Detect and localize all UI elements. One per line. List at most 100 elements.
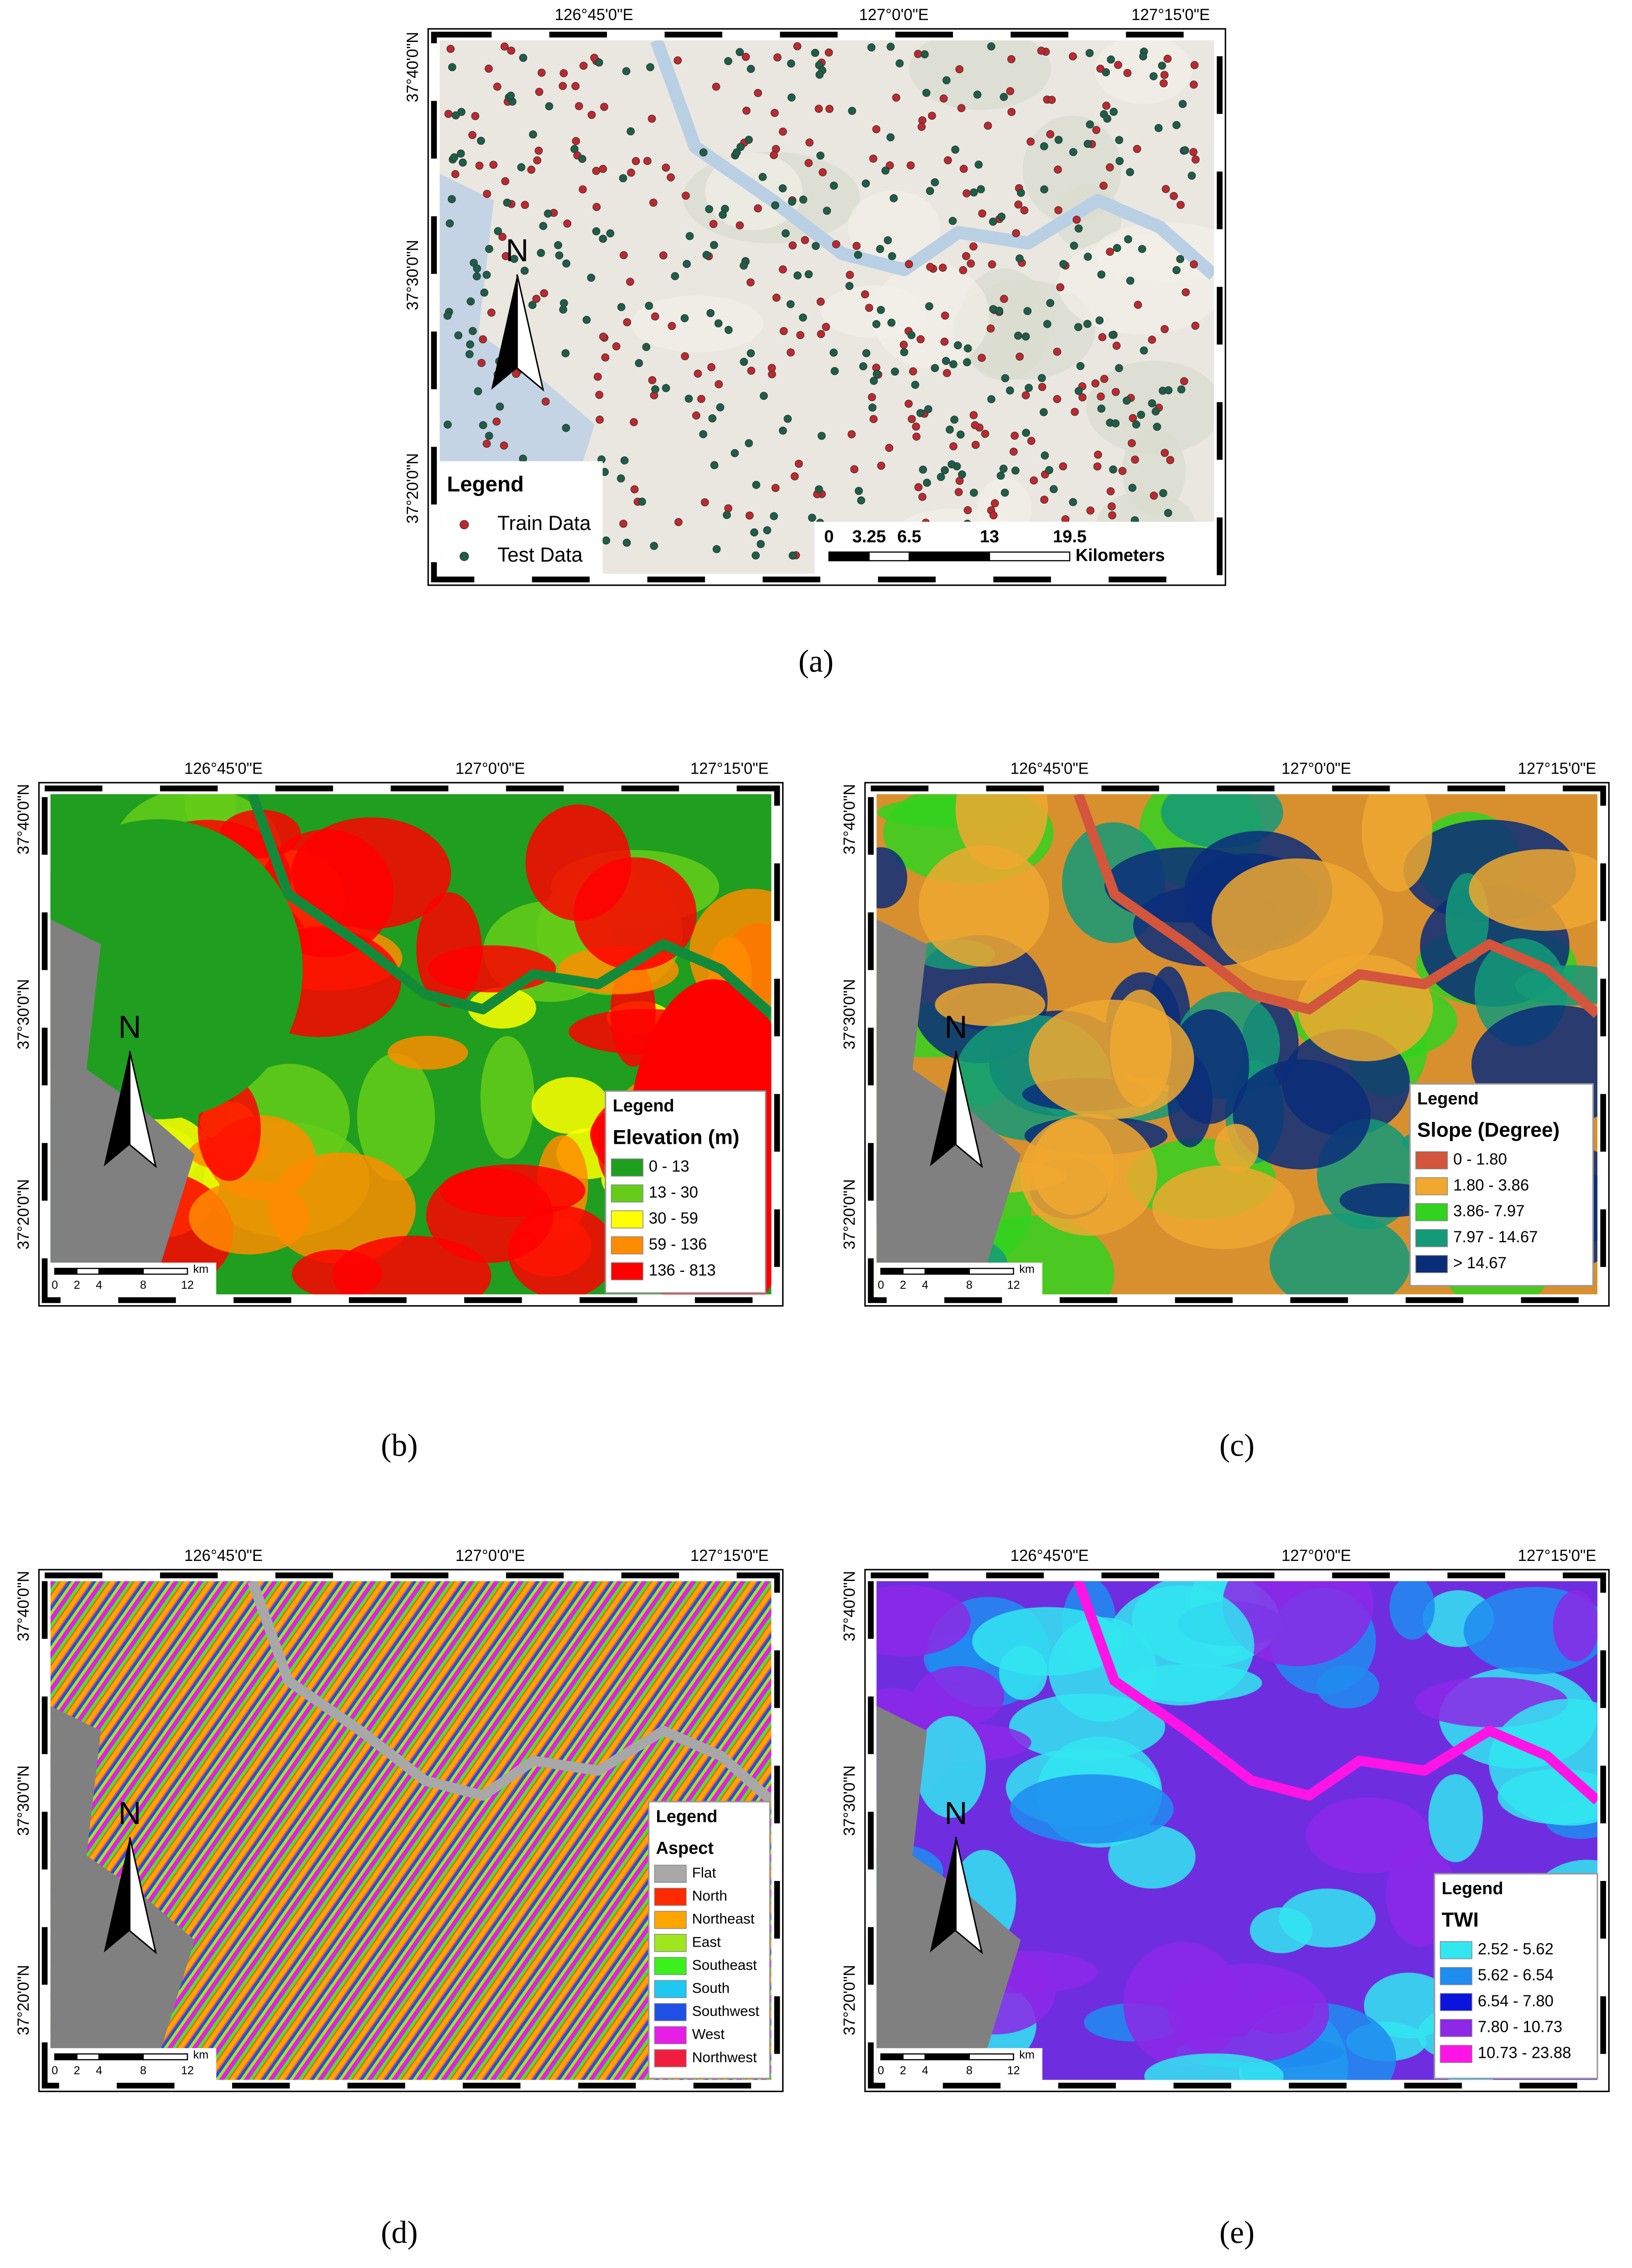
sample-point — [731, 449, 739, 457]
sample-point — [694, 369, 702, 378]
sample-point — [484, 64, 493, 73]
legend-item: 13 - 30 — [649, 1184, 698, 1201]
sample-point — [1069, 498, 1078, 506]
sample-point — [451, 170, 460, 178]
sample-point — [1021, 332, 1030, 341]
sample-point — [532, 294, 541, 303]
sample-point — [1100, 375, 1109, 383]
scale-label: 0 — [52, 1279, 58, 1292]
legend-title: Legend — [1442, 1879, 1503, 1898]
sample-point — [940, 337, 949, 346]
sample-point — [801, 236, 809, 244]
sample-point — [772, 294, 781, 302]
sample-point — [745, 135, 753, 144]
sample-point — [594, 372, 602, 381]
sample-point — [881, 166, 890, 175]
sample-point — [829, 348, 838, 357]
sample-point — [905, 260, 913, 269]
legend-item: Northeast — [692, 1911, 755, 1927]
graticule-border — [41, 1572, 780, 2089]
terrain-patch — [909, 40, 1051, 110]
legend-item: Train Data — [497, 512, 591, 535]
sample-point — [719, 211, 727, 219]
sample-point — [587, 111, 596, 119]
sample-point — [590, 53, 599, 62]
sample-point — [815, 485, 823, 494]
sample-point — [620, 456, 629, 465]
sample-point — [886, 42, 895, 51]
sample-point — [825, 105, 834, 113]
sample-point — [938, 263, 947, 272]
sample-point — [857, 496, 865, 505]
sample-point — [746, 349, 755, 357]
sample-point — [1040, 408, 1048, 416]
sample-point — [1108, 511, 1116, 520]
sample-point — [612, 342, 621, 351]
sample-point — [578, 155, 586, 163]
legend-item: 7.97 - 14.67 — [1453, 1229, 1538, 1246]
sample-point — [1070, 242, 1078, 250]
sample-point — [771, 108, 779, 117]
sample-point — [527, 165, 535, 174]
sample-point — [955, 65, 964, 73]
sample-point — [771, 484, 780, 492]
sample-point — [948, 460, 956, 469]
sample-point — [707, 363, 715, 372]
sample-point — [832, 240, 840, 248]
sample-point — [1000, 488, 1009, 497]
sample-point — [1046, 130, 1055, 139]
sample-point — [984, 121, 992, 130]
sample-point — [599, 165, 607, 173]
latitude-label: 37°20'0"N — [15, 1179, 32, 1250]
river — [650, 40, 1214, 280]
sample-point — [528, 301, 537, 309]
scale-segment — [969, 2053, 1014, 2061]
sample-point — [900, 348, 908, 356]
sample-point — [1012, 229, 1021, 238]
legend-swatch — [654, 2049, 687, 2067]
sample-point — [1000, 93, 1008, 101]
sample-point — [724, 325, 733, 334]
sample-point — [638, 497, 646, 506]
scale-label: 12 — [181, 1279, 194, 1292]
sample-point — [617, 474, 625, 483]
sample-point — [1158, 62, 1166, 70]
scale-segment — [880, 1268, 904, 1275]
longitude-label: 127°15'0"E — [690, 1547, 769, 1565]
legend-swatch — [1440, 1967, 1472, 1985]
sample-point — [1178, 100, 1187, 108]
sample-point — [472, 272, 481, 281]
legend-swatch — [654, 1980, 687, 1998]
sample-point — [931, 364, 939, 372]
scale-label: 8 — [966, 2064, 973, 2077]
scale-segment — [924, 2053, 970, 2061]
sample-point — [1045, 466, 1053, 475]
sample-point — [1164, 509, 1172, 517]
sample-point — [885, 444, 893, 452]
sample-point — [674, 518, 683, 527]
sample-point — [1190, 61, 1199, 69]
sample-point — [1106, 248, 1114, 256]
sample-point — [1085, 49, 1094, 57]
sample-point — [501, 177, 509, 186]
legend-swatch — [1440, 1993, 1472, 2011]
sample-point — [1107, 55, 1115, 64]
sample-point — [736, 221, 744, 230]
sample-point — [787, 348, 795, 356]
sample-point — [480, 289, 488, 297]
sample-point — [919, 465, 927, 474]
sample-point — [771, 201, 779, 210]
legend-item: Southeast — [692, 1957, 757, 1973]
terrain-patch — [955, 794, 1048, 870]
sample-point — [447, 195, 456, 203]
scale-label: 0 — [52, 2064, 58, 2077]
sample-point — [1026, 137, 1035, 146]
sample-point — [600, 103, 608, 111]
sample-point — [977, 185, 985, 193]
sample-point — [746, 65, 755, 73]
sample-point — [622, 538, 631, 547]
sample-point — [973, 90, 982, 99]
sample-point — [845, 282, 854, 290]
scale-background — [814, 522, 1214, 574]
sample-point — [770, 512, 778, 521]
